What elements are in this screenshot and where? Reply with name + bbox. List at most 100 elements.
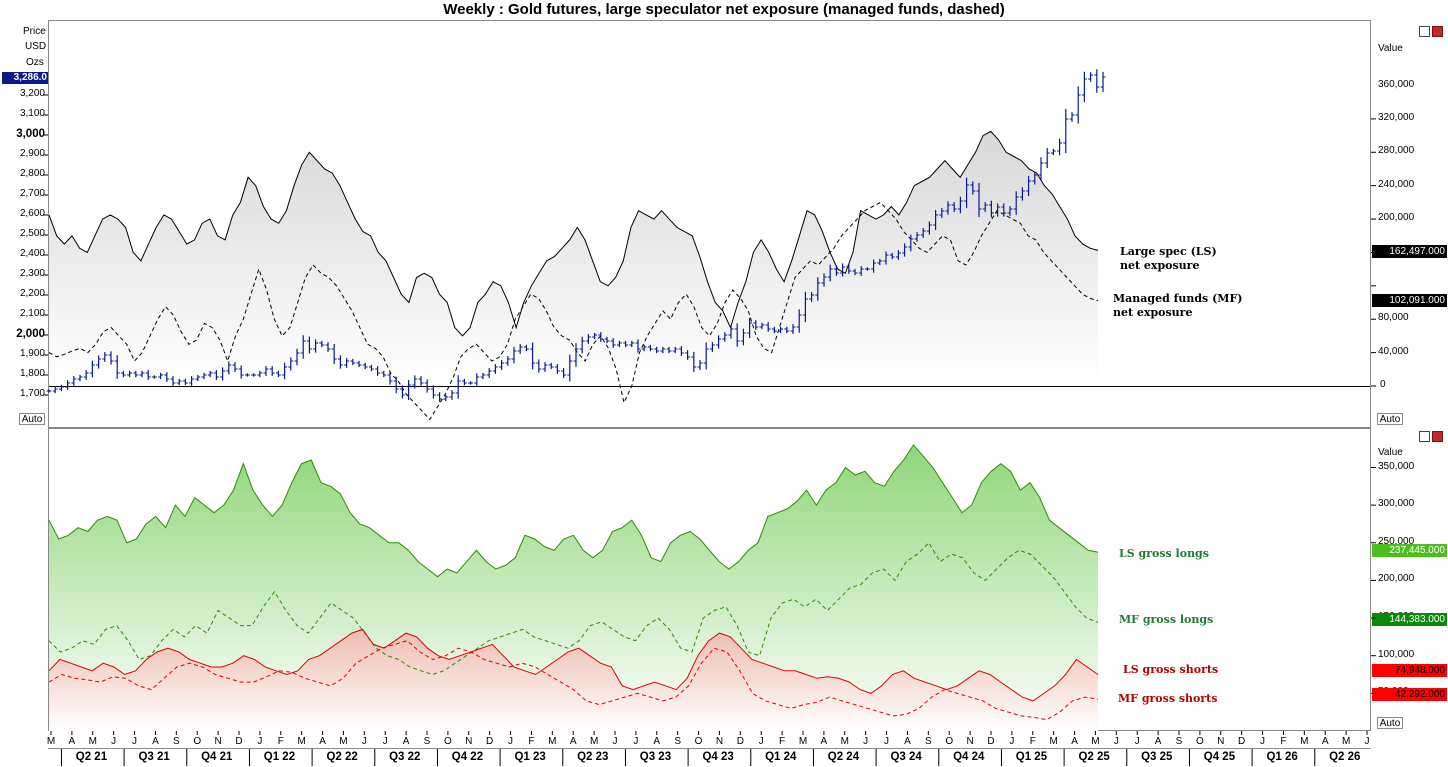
x-month-label: S — [674, 736, 681, 747]
bottom-value-header: Value — [1378, 447, 1403, 458]
x-quarter-label: Q3 22 — [389, 751, 421, 763]
left-axis-tick: 2,700 — [19, 188, 45, 199]
top-value-header: Value — [1378, 43, 1403, 54]
x-month-label: M — [46, 736, 56, 747]
bottom-right-axis-tick: 250,000 — [1378, 535, 1415, 547]
x-month-label: A — [152, 736, 159, 747]
x-month-label: J — [1364, 736, 1370, 747]
x-month-label: M — [339, 736, 348, 747]
ls-long-annotation: LS gross longs — [1119, 547, 1209, 560]
left-axis-tick: 2,300 — [19, 268, 45, 279]
top-restore-icon[interactable] — [1419, 26, 1430, 37]
x-month-label: A — [820, 736, 828, 747]
x-quarter-label: Q4 24 — [953, 751, 985, 763]
last-price-box: 3,286.0 — [2, 72, 48, 84]
bottom-right-axis-tick: 300,000 — [1378, 498, 1415, 510]
x-month-label: O — [945, 736, 954, 747]
x-quarter-label: Q4 21 — [201, 751, 233, 763]
x-month-label: M — [548, 736, 557, 747]
x-month-label: M — [1341, 736, 1351, 747]
x-quarter-label: Q4 25 — [1203, 751, 1236, 763]
left-axis-tick: 2,200 — [19, 288, 45, 299]
x-month-label: F — [277, 736, 284, 747]
x-quarter-label: Q4 22 — [451, 751, 484, 763]
x-month-label: A — [68, 736, 76, 747]
x-month-label: S — [423, 736, 431, 747]
x-month-label: J — [257, 736, 263, 747]
bottom-restore-icon[interactable] — [1419, 431, 1430, 442]
mf-short-line — [48, 640, 1099, 721]
x-month-label: N — [715, 736, 724, 747]
x-month-label: J — [758, 736, 764, 747]
x-month-label: A — [653, 736, 661, 747]
x-month-label: O — [1195, 736, 1204, 747]
x-month-label: J — [884, 736, 890, 747]
left-axis-tick: 2,400 — [19, 248, 45, 259]
auto-scale-right-button[interactable]: Auto — [1377, 413, 1403, 425]
x-month-label: J — [1134, 736, 1140, 747]
mf-short-value-box: 42,292.000 — [1372, 688, 1447, 701]
left-axis-tick: 2,900 — [19, 148, 45, 159]
x-month-label: N — [214, 736, 222, 747]
left-axis-tick: 3,000 — [16, 128, 45, 140]
x-month-label: J — [132, 736, 138, 747]
bottom-close-icon[interactable] — [1432, 431, 1443, 442]
left-axis-tick: 1,800 — [19, 368, 45, 379]
top-right-axis-tick: 200,000 — [1378, 212, 1415, 224]
x-month-label: F — [528, 736, 535, 747]
top-right-axis-tick: 320,000 — [1378, 111, 1415, 123]
x-month-label: A — [402, 736, 410, 747]
top-right-axis-tick: 360,000 — [1378, 78, 1415, 90]
x-month-label: A — [319, 736, 326, 747]
left-axis-tick: 1,900 — [19, 348, 45, 359]
mf-net-annotation-line2: net exposure — [1113, 306, 1193, 319]
x-month-label: S — [924, 736, 932, 747]
x-quarter-label: Q3 23 — [639, 751, 672, 763]
x-month-label: O — [193, 736, 202, 747]
x-quarter-label: Q1 25 — [1015, 751, 1048, 763]
x-month-label: J — [111, 736, 117, 747]
left-axis-tick: 3,200 — [19, 88, 45, 99]
x-quarter-label: Q2 23 — [577, 751, 609, 763]
auto-scale-bottom-button[interactable]: Auto — [1377, 717, 1403, 729]
x-month-label: S — [1175, 736, 1183, 747]
x-quarter-label: Q3 21 — [138, 751, 170, 763]
x-month-label: A — [1071, 736, 1078, 747]
x-month-label: M — [1300, 736, 1309, 747]
ls-net-annotation-line2: net exposure — [1120, 259, 1200, 272]
ls-short-area — [49, 629, 1098, 731]
ls-long-line — [48, 444, 1099, 578]
x-month-label: M — [589, 736, 599, 747]
left-axis-tick: 3,100 — [19, 108, 45, 119]
x-month-label: M — [297, 736, 306, 747]
x-month-label: A — [904, 736, 911, 747]
x-month-label: J — [1260, 736, 1266, 747]
mf-long-annotation: MF gross longs — [1119, 613, 1214, 626]
left-axis-tick: 2,800 — [19, 168, 45, 179]
x-quarter-label: Q2 21 — [75, 751, 108, 763]
mf-net-line — [48, 201, 1099, 421]
x-month-label: F — [779, 736, 786, 747]
top-close-icon[interactable] — [1432, 26, 1443, 37]
x-month-label: M — [1091, 736, 1100, 747]
x-quarter-label: Q1 26 — [1266, 751, 1298, 763]
x-month-label: A — [1154, 736, 1162, 747]
x-quarter-label: Q2 25 — [1078, 751, 1110, 763]
x-month-label: D — [486, 736, 494, 747]
auto-scale-left-button[interactable]: Auto — [19, 413, 45, 425]
left-axis-tick: 1,700 — [19, 388, 45, 399]
x-quarter-label: Q2 24 — [827, 751, 860, 763]
ls-net-value-box: 162,497.000 — [1372, 245, 1447, 258]
left-axis-tick: 2,600 — [19, 208, 45, 219]
x-month-label: D — [1238, 736, 1246, 747]
x-month-label: N — [465, 736, 473, 747]
x-month-label: D — [736, 736, 744, 747]
x-month-label: J — [863, 736, 869, 747]
x-quarter-label: Q3 24 — [890, 751, 922, 763]
x-month-label: D — [987, 736, 995, 747]
mf-net-annotation-line1: Managed funds (MF) — [1113, 292, 1243, 305]
x-month-label: J — [1113, 736, 1119, 747]
ls-net-annotation: Large spec (LS) net exposure — [1120, 245, 1217, 273]
x-month-label: M — [1049, 736, 1058, 747]
